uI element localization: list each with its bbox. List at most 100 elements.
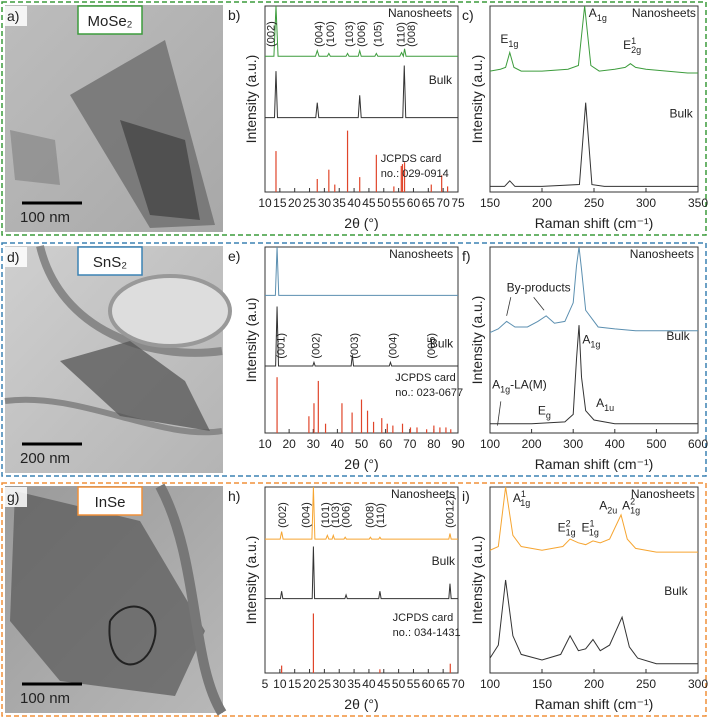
peak-annotation: E1 2g — [623, 36, 641, 55]
label-sup: 1 — [590, 519, 595, 529]
plot-frame — [264, 486, 459, 674]
y-axis-label: Intensity (a.u.) — [469, 536, 485, 625]
x-axis-label: Raman shift (cm⁻¹) — [535, 456, 654, 472]
series-label: Nanosheets — [632, 6, 696, 20]
spectrum-line — [489, 579, 698, 665]
spectrum-line — [265, 546, 458, 600]
peak-annotation: E1 1g — [582, 519, 599, 538]
peak-annotation: A2u — [599, 498, 617, 515]
spectrum-line — [265, 246, 458, 296]
x-tick-label: 100 — [480, 437, 500, 451]
peak-label: (103) — [344, 21, 356, 47]
label-sub: 1g — [630, 505, 640, 515]
y-axis-label: Intensity (a.u.) — [469, 55, 485, 144]
panel-label-bg — [5, 247, 27, 267]
peak-label: (103) — [330, 502, 342, 528]
grid-hole — [4, 396, 223, 436]
annotation-arrow — [533, 296, 545, 311]
x-tick-label: 250 — [636, 677, 656, 691]
series-label: Bulk — [430, 336, 454, 350]
spectrum-line — [265, 65, 458, 119]
x-axis-label: 2θ (°) — [344, 456, 378, 472]
x-tick-label: 10 — [258, 196, 272, 210]
x-tick-label: 300 — [636, 196, 656, 210]
label-base: E — [500, 32, 508, 46]
x-tick-label: 200 — [584, 677, 604, 691]
label-sup: 1 — [631, 36, 636, 46]
x-tick-label: 40 — [362, 677, 376, 691]
label-sub: g — [546, 410, 551, 420]
x-tick-label: 65 — [436, 677, 450, 691]
x-tick-label: 40 — [331, 437, 345, 451]
peak-label: (110) — [375, 503, 387, 528]
label-base: E — [558, 521, 566, 535]
peak-label: (008) — [364, 502, 376, 528]
label-sub: 1g — [589, 528, 599, 538]
spectrum-line — [265, 306, 458, 367]
reference-label: JCPDS card — [393, 612, 454, 624]
peak-label: (105) — [373, 21, 385, 47]
x-tick-label: 600 — [688, 437, 708, 451]
x-tick-label: 25 — [303, 196, 317, 210]
label-sub: 1g — [590, 340, 600, 350]
x-tick-label: 200 — [532, 196, 552, 210]
spectrum-line — [489, 486, 698, 553]
panel-label: c) — [462, 7, 474, 23]
peak-label: (003) — [349, 333, 361, 359]
row-border — [1, 242, 707, 477]
peak-label: (110) — [396, 22, 408, 47]
peak-annotation: A1u — [596, 396, 614, 413]
x-axis-label: 2θ (°) — [344, 696, 378, 712]
series-label: Nanosheets — [630, 247, 694, 261]
series-label: Bulk — [669, 107, 693, 121]
x-tick-label: 20 — [303, 677, 317, 691]
plot-frame — [489, 5, 699, 193]
label-base: A — [596, 396, 604, 410]
label-sub: 1g — [500, 384, 510, 394]
label-base: A — [622, 498, 630, 512]
x-tick-label: 300 — [563, 437, 583, 451]
peak-annotation: A1g-LA(M) — [492, 377, 547, 394]
plot-frame — [489, 486, 699, 674]
x-tick-label: 50 — [355, 437, 369, 451]
series-label: Bulk — [432, 554, 456, 568]
x-tick-label: 400 — [605, 437, 625, 451]
x-tick-label: 350 — [688, 196, 708, 210]
label-base: A — [513, 491, 521, 505]
panel-label: b) — [228, 7, 240, 23]
panel-label: i) — [462, 488, 470, 504]
x-tick-label: 10 — [258, 437, 272, 451]
peak-annotation: E1g — [500, 32, 518, 49]
series-label: Nanosheets — [389, 247, 453, 261]
label-base: E — [623, 38, 631, 52]
title-box — [77, 486, 143, 516]
panel-label-bg — [5, 6, 27, 26]
micrograph-title: MoSe₂ — [87, 13, 132, 30]
peak-label: (004) — [301, 502, 313, 528]
peak-label: (100) — [325, 21, 337, 47]
x-tick-label: 25 — [318, 677, 332, 691]
flake — [10, 491, 205, 696]
label-base: A — [589, 6, 597, 20]
x-tick-label: 15 — [273, 196, 287, 210]
peak-annotation: A1 1g — [513, 489, 530, 508]
x-tick-label: 30 — [318, 196, 332, 210]
panel-label: g) — [7, 489, 19, 505]
label-base: A — [582, 333, 590, 347]
x-tick-label: 60 — [407, 196, 421, 210]
peak-label: (002) — [310, 333, 322, 359]
spectrum-line — [490, 325, 698, 425]
peak-label: (002) — [277, 502, 289, 528]
grid-hole — [108, 274, 232, 348]
peak-label: (006) — [341, 502, 353, 528]
micrograph-title: InSe — [95, 494, 126, 511]
reference-label: JCPDS card — [395, 372, 456, 384]
x-tick-label: 500 — [646, 437, 666, 451]
spectrum-line — [265, 486, 458, 540]
scale-bar-label: 200 nm — [20, 450, 70, 467]
y-axis-label: Intensity (a.u.) — [243, 536, 259, 625]
y-axis-label: Intensity (a.u) — [243, 298, 259, 383]
peak-annotation: By-products — [507, 281, 571, 295]
x-tick-label: 90 — [451, 437, 465, 451]
